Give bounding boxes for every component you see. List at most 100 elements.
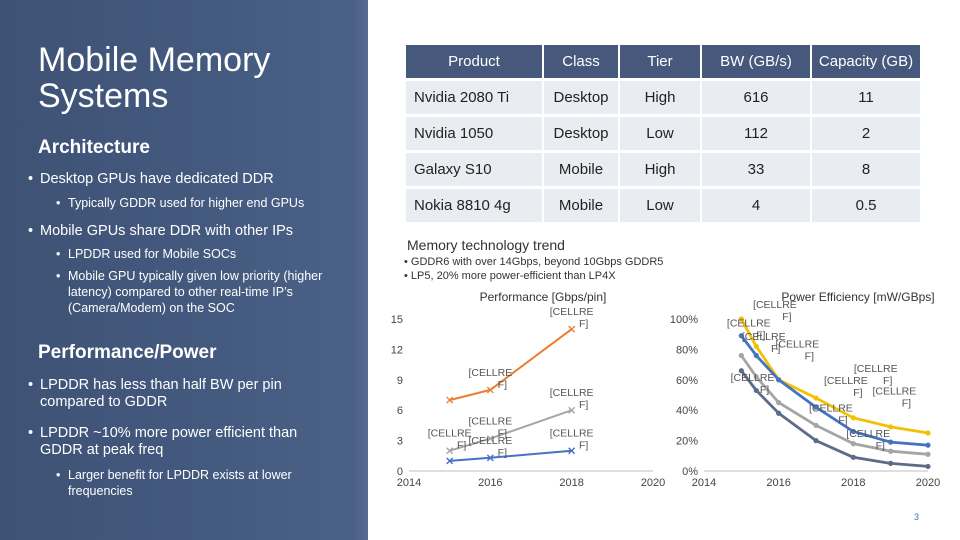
data-label-line: [CELLRE: [809, 402, 853, 414]
table-cell: Low: [618, 189, 700, 222]
x-tick-label: 2014: [692, 477, 716, 489]
table-row: Galaxy S10 Mobile High 33 8: [406, 153, 920, 186]
data-point: [850, 454, 856, 460]
data-label-line: [CELLRE: [854, 363, 898, 375]
data-label-line: F]: [902, 398, 911, 410]
data-point: [568, 406, 576, 414]
data-label: [CELLRE F]: [468, 367, 512, 391]
data-label-line: F]: [756, 329, 765, 341]
architecture-bullet-1: • Desktop GPUs have dedicated DDR: [28, 171, 274, 187]
table-cell: Nokia 8810 4g: [406, 189, 542, 222]
table-row: Nvidia 2080 Ti Desktop High 616 11: [406, 81, 920, 114]
table-cell: 33: [700, 153, 810, 186]
data-label: [CELLRE F]: [775, 339, 819, 363]
data-point: [925, 463, 931, 470]
data-point: [753, 352, 759, 359]
slide-title: Mobile Memory Systems: [38, 41, 271, 115]
data-point: [888, 439, 894, 445]
table-header-cell: Product: [406, 45, 542, 78]
table-cell: Mobile: [542, 153, 618, 186]
architecture-bullet-2: • Mobile GPUs share DDR with other IPs: [28, 223, 294, 239]
data-label-line: [CELLRE: [468, 435, 512, 447]
data-point: [486, 435, 494, 443]
x-tick-label: 2016: [766, 477, 790, 489]
data-label-line: [CELLRE: [550, 306, 594, 318]
data-label-line: F]: [771, 343, 780, 355]
data-point: [738, 368, 744, 374]
trend-bullet-1: • GDDR6 with over 14Gbps, beyond 10Gbps …: [404, 256, 664, 268]
data-point: [753, 387, 759, 394]
data-label: [CELLRE F]: [846, 428, 890, 452]
table-header-cell: Capacity (GB): [810, 45, 920, 78]
trend-bullet-2: • LP5, 20% more power-efficient than LP4…: [404, 270, 616, 282]
data-label-line: F]: [579, 318, 588, 330]
data-label-line: F]: [579, 440, 588, 452]
data-label-line: [CELLRE: [550, 387, 594, 399]
memory-spec-table: Product Class Tier BW (GB/s) Capacity (G…: [406, 42, 920, 225]
data-label: [CELLRE F]: [731, 372, 775, 396]
table-cell: Desktop: [542, 117, 618, 150]
data-label-line: [CELLRE: [846, 428, 890, 440]
data-label-line: [CELLRE: [753, 299, 797, 311]
data-label: [CELLRE F]: [727, 317, 771, 341]
data-label: [CELLRE F]: [854, 363, 898, 387]
performance-chart: Performance [Gbps/pin] 0 3 6 9 12 15 2014 2016 20…: [391, 290, 665, 489]
data-label: [CELLRE F]: [428, 428, 472, 452]
data-point: [850, 441, 856, 447]
data-label-line: [CELLRE: [468, 367, 512, 379]
architecture-sub-bullet-1: • Typically GDDR used for higher end GPUs: [56, 196, 305, 210]
data-point: [925, 430, 931, 436]
data-label-line: [CELLRE: [428, 428, 472, 440]
table-cell: High: [618, 81, 700, 114]
table-cell: High: [618, 153, 700, 186]
data-point: [738, 316, 744, 322]
panel-edge-shade: [354, 0, 368, 540]
data-label: [CELLRE F]: [873, 386, 917, 410]
table-cell: 8: [810, 153, 920, 186]
data-point: [753, 343, 759, 349]
table-header-cell: Class: [542, 45, 618, 78]
data-label-line: [CELLRE: [727, 317, 771, 329]
data-point: [888, 424, 894, 430]
table-cell: 112: [700, 117, 810, 150]
data-label-line: F]: [579, 399, 588, 411]
data-label-line: [CELLRE: [731, 372, 775, 384]
x-tick-label: 2016: [478, 477, 502, 489]
data-point: [568, 447, 576, 455]
data-label-line: F]: [782, 311, 791, 323]
x-tick-label: 2014: [397, 477, 421, 489]
page-number: 3: [914, 512, 920, 522]
power-efficiency-chart: Power Efficiency [mW/GBps] 0% 20% 40% 60% 80%…: [670, 290, 940, 489]
y-tick-label: 40%: [676, 405, 698, 417]
data-label: [CELLRE F]: [550, 387, 594, 411]
data-label-line: [CELLRE: [824, 375, 868, 387]
y-tick-label: 60%: [676, 375, 698, 387]
table-cell: Nvidia 1050: [406, 117, 542, 150]
data-point: [813, 395, 819, 401]
trend-title: Memory technology trend: [407, 237, 565, 253]
data-label-line: [CELLRE: [775, 339, 819, 351]
data-label: [CELLRE F]: [824, 375, 868, 399]
data-label-line: F]: [498, 428, 507, 440]
data-label-line: F]: [498, 447, 507, 459]
data-point: [446, 457, 454, 465]
data-point: [850, 415, 856, 421]
data-point: [486, 386, 494, 394]
data-point: [925, 451, 931, 457]
y-tick-label: 6: [397, 405, 403, 417]
x-tick-label: 2018: [841, 477, 865, 489]
data-point: [568, 325, 576, 333]
table-cell: 616: [700, 81, 810, 114]
data-point: [753, 374, 759, 380]
architecture-heading: Architecture: [38, 137, 150, 158]
table-cell: Desktop: [542, 81, 618, 114]
performance-bullet-1: • LPDDR has less than half BW per pin com…: [28, 377, 282, 410]
data-label-line: F]: [838, 414, 847, 426]
data-label-line: [CELLRE: [742, 331, 786, 343]
data-label: [CELLRE F]: [550, 306, 594, 330]
y-tick-label: 3: [397, 436, 403, 448]
data-label: [CELLRE F]: [468, 416, 512, 440]
left-panel: Mobile Memory Systems Architecture • Desk…: [0, 0, 368, 540]
data-label-line: F]: [805, 351, 814, 363]
data-point: [813, 438, 819, 444]
